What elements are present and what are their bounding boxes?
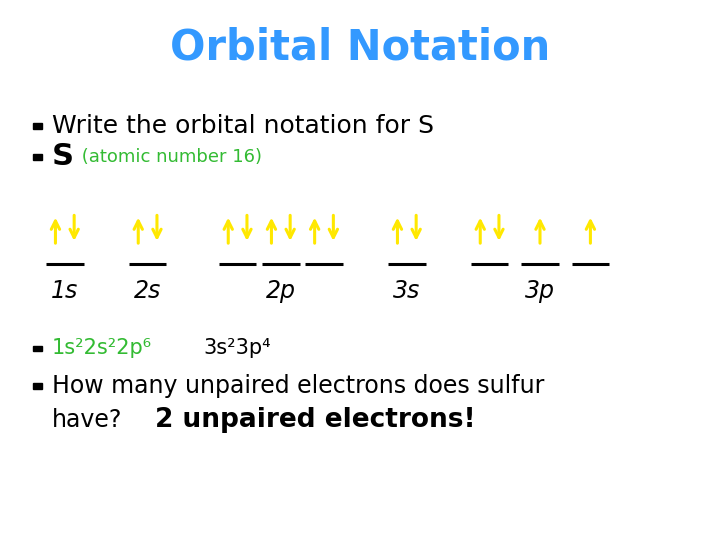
Text: 2s: 2s [134,279,161,302]
Text: S: S [52,143,74,171]
Text: 1s²2s²2p⁶: 1s²2s²2p⁶ [52,339,152,359]
Text: have?: have? [52,408,122,431]
Text: 3p: 3p [525,279,555,302]
Bar [33,123,42,129]
Text: 3s²3p⁴: 3s²3p⁴ [203,339,271,359]
Text: 3s: 3s [393,279,420,302]
Bar [33,383,42,389]
Text: (atomic number 16): (atomic number 16) [76,148,261,166]
Text: 1s: 1s [51,279,78,302]
Text: How many unpaired electrons does sulfur: How many unpaired electrons does sulfur [52,374,544,399]
Text: 2 unpaired electrons!: 2 unpaired electrons! [155,407,475,433]
Bar [33,346,42,352]
Bar [33,154,42,160]
Text: Write the orbital notation for S: Write the orbital notation for S [52,114,434,138]
Text: 2p: 2p [266,279,296,302]
Text: Orbital Notation: Orbital Notation [170,26,550,68]
